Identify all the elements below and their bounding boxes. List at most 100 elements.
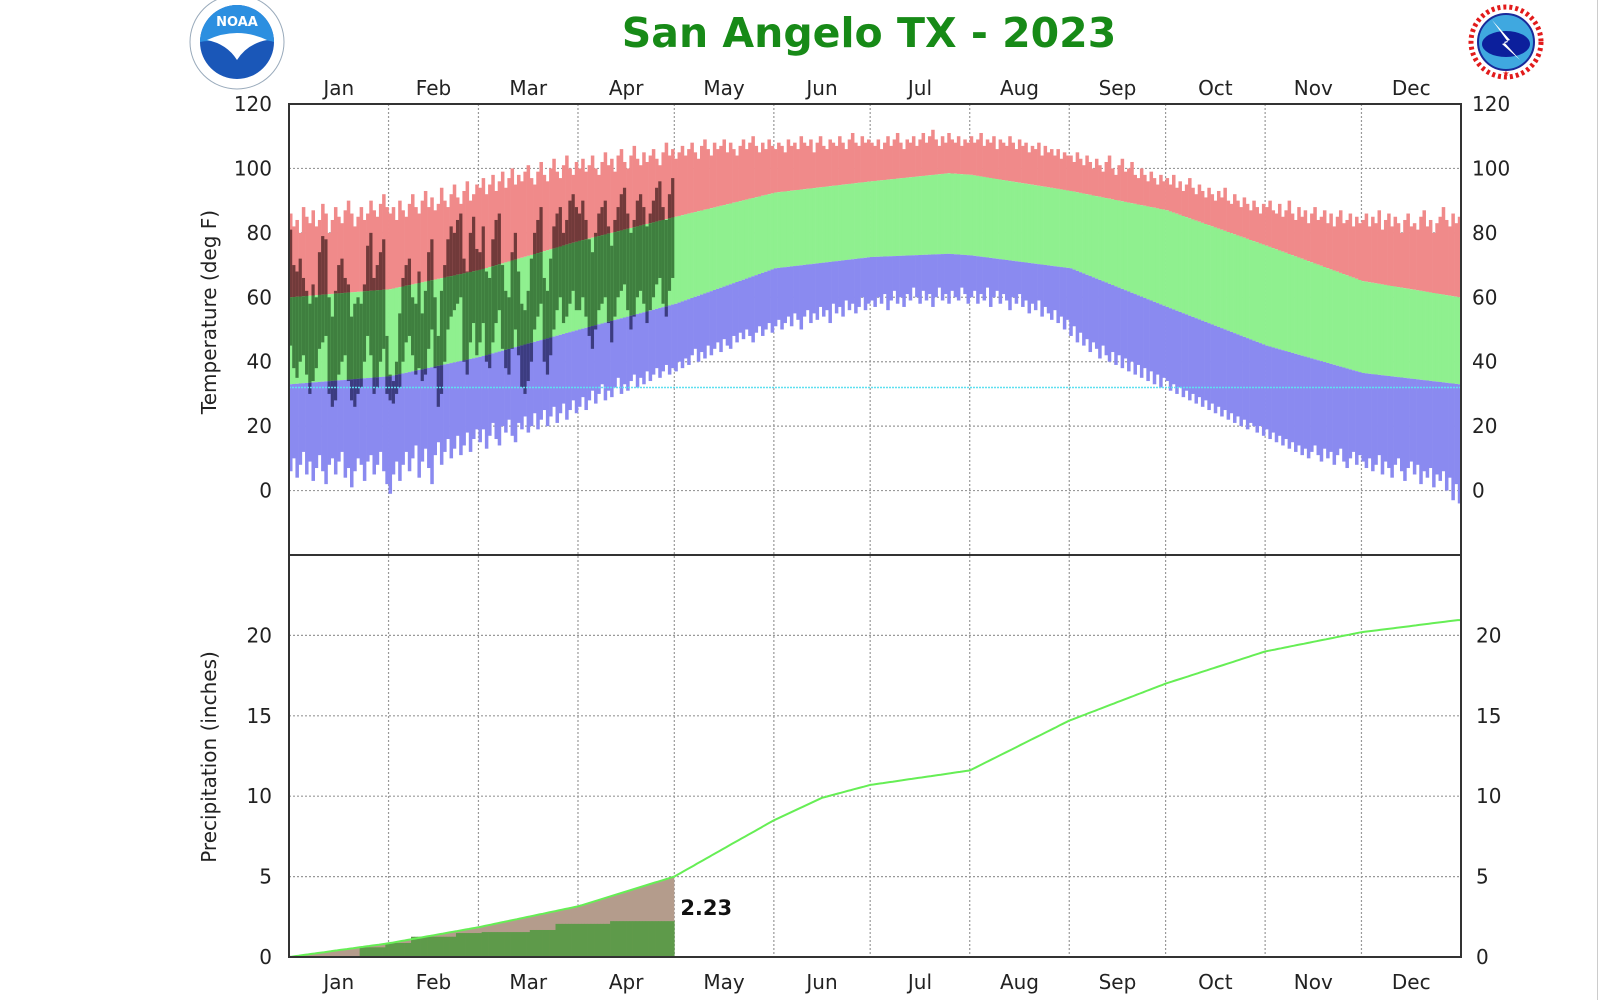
- record-high-bar: [520, 181, 524, 258]
- record-high-bar: [818, 136, 823, 188]
- record-high-bar: [1136, 178, 1141, 205]
- observed-precip-bar: [632, 921, 637, 957]
- observed-above-normal-bar: [558, 207, 563, 247]
- record-high-bar: [507, 178, 511, 262]
- record-low-bar: [918, 255, 922, 304]
- normal-range-bar: [1075, 192, 1080, 271]
- record-low-bar: [1428, 380, 1433, 469]
- record-high-bar: [866, 139, 871, 182]
- record-high-bar: [414, 207, 418, 284]
- record-low-bar: [603, 322, 608, 401]
- record-high-bar: [1008, 136, 1012, 182]
- observed-below-normal-bar: [330, 380, 335, 407]
- record-low-bar: [449, 363, 454, 459]
- record-high-bar: [1149, 171, 1154, 208]
- record-low-bar: [1345, 368, 1349, 469]
- observed-above-normal-bar: [343, 277, 348, 293]
- record-high-bar: [1091, 168, 1096, 196]
- record-low-bar: [767, 270, 771, 324]
- observed-precip-bar: [407, 943, 412, 957]
- temperature-tick-left: 20: [247, 414, 272, 438]
- normal-range-bar: [1059, 189, 1064, 268]
- record-high-bar: [1342, 223, 1346, 275]
- record-low-bar: [1342, 367, 1346, 462]
- normal-range-bar: [889, 179, 893, 257]
- record-low-bar: [433, 366, 437, 456]
- record-high-bar: [947, 132, 951, 174]
- record-high-bar: [1005, 145, 1009, 181]
- record-low-bar: [1168, 308, 1173, 391]
- record-high-bar: [616, 155, 621, 232]
- record-low-bar: [1390, 376, 1394, 478]
- record-low-bar: [1271, 347, 1276, 433]
- record-low-bar: [841, 260, 845, 317]
- record-low-bar: [610, 320, 614, 398]
- normal-range-bar: [963, 174, 967, 255]
- observed-above-normal-bar: [667, 194, 672, 219]
- observed-above-normal-bar: [430, 239, 434, 281]
- record-high-bar: [420, 200, 425, 283]
- observed-above-normal-bar: [446, 239, 450, 277]
- observed-normal-bar: [571, 242, 576, 291]
- record-high-bar: [1053, 155, 1057, 189]
- observed-precip-bar: [581, 923, 585, 957]
- normal-range-bar: [976, 175, 980, 257]
- normal-range-bar: [1033, 185, 1038, 264]
- observed-above-normal-bar: [372, 277, 376, 291]
- observed-normal-bar: [545, 290, 550, 339]
- observed-below-normal-bar: [375, 377, 380, 388]
- observed-normal-bar: [417, 283, 421, 369]
- record-low-bar: [838, 260, 842, 307]
- observed-normal-bar: [629, 232, 633, 316]
- normal-range-bar: [1422, 291, 1426, 381]
- record-low-bar: [1258, 343, 1263, 427]
- record-high-bar: [744, 149, 749, 200]
- normal-range-bar: [1271, 248, 1276, 348]
- normal-range-bar: [828, 186, 832, 262]
- record-low-bar: [757, 274, 762, 327]
- record-low-bar: [687, 299, 691, 365]
- observed-precip-bar: [545, 929, 550, 957]
- record-high-bar: [1329, 213, 1333, 270]
- observed-above-normal-bar: [584, 219, 588, 240]
- record-high-bar: [1383, 219, 1388, 285]
- normal-range-bar: [674, 216, 678, 304]
- observed-precip-bar: [378, 947, 383, 957]
- normal-range-bar: [1322, 267, 1327, 363]
- record-low-bar: [667, 305, 672, 375]
- observed-above-normal-bar: [581, 200, 585, 241]
- record-low-bar: [899, 255, 903, 298]
- record-high-bar: [577, 168, 582, 241]
- record-high-bar: [462, 190, 466, 274]
- record-high-bar: [500, 171, 505, 264]
- observed-below-normal-bar: [372, 377, 376, 394]
- record-high-bar: [1088, 161, 1093, 195]
- observed-normal-bar: [472, 271, 476, 324]
- record-low-bar: [1416, 379, 1420, 465]
- record-low-bar: [1268, 346, 1272, 440]
- record-low-bar: [420, 369, 425, 462]
- observed-normal-bar: [343, 292, 348, 356]
- record-low-bar: [1159, 304, 1163, 388]
- record-high-bar: [1409, 226, 1414, 290]
- record-low-bar: [1210, 324, 1215, 404]
- observed-normal-bar: [317, 294, 322, 349]
- observed-normal-bar: [292, 297, 296, 369]
- record-low-bar: [1451, 383, 1455, 501]
- normal-range-bar: [1053, 188, 1057, 267]
- record-low-bar: [1040, 264, 1044, 317]
- record-low-bar: [671, 304, 675, 369]
- observed-precip-bar: [513, 932, 518, 957]
- normal-range-bar: [1107, 198, 1112, 284]
- observed-normal-bar: [552, 248, 556, 330]
- record-low-bar: [831, 261, 836, 304]
- observed-normal-bar: [626, 228, 630, 311]
- normal-range-bar: [937, 174, 942, 255]
- record-high-bar: [648, 155, 653, 224]
- record-high-bar: [314, 226, 319, 296]
- record-high-bar: [873, 145, 877, 181]
- normal-range-bar: [1326, 268, 1330, 363]
- observed-precip-bar: [504, 932, 508, 957]
- observed-precip-bar: [571, 923, 576, 957]
- month-label-top: Mar: [509, 76, 548, 100]
